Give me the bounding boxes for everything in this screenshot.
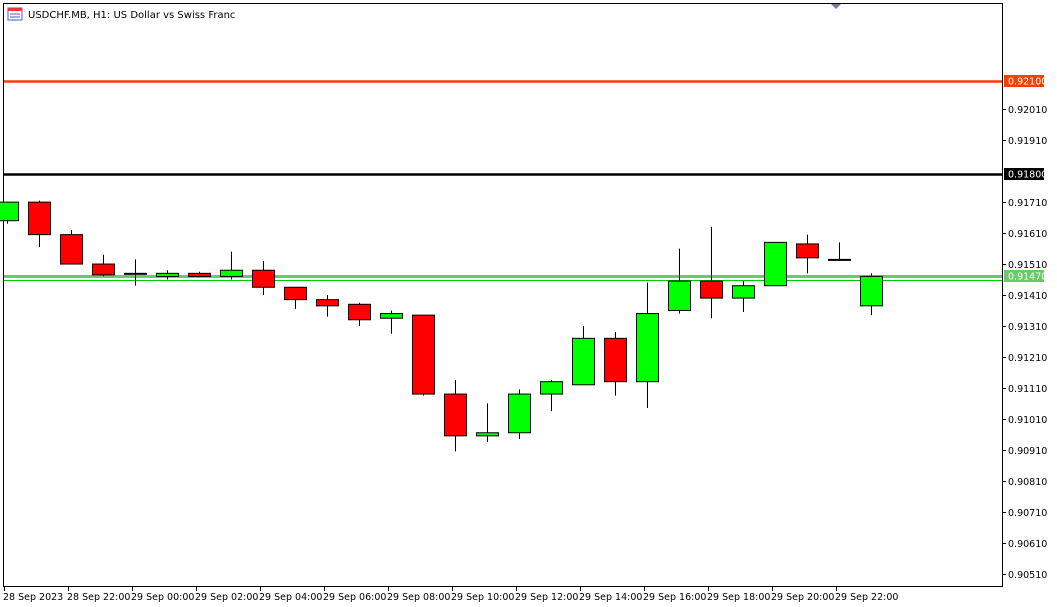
level-price-label: 0.92100 — [1008, 77, 1047, 88]
candle-body-bull — [0, 201, 19, 222]
price-tick-label: 0.91310 — [1008, 322, 1047, 333]
candle-body-bull — [668, 280, 691, 311]
price-tick-label: 0.91910 — [1008, 136, 1047, 147]
chart-window-icon — [7, 7, 23, 21]
candle — [732, 281, 755, 313]
candle — [92, 254, 115, 277]
time-tick-label: 28 Sep 2023 — [3, 592, 63, 603]
candle — [572, 325, 595, 386]
candle-body-bear — [92, 263, 115, 276]
candle — [444, 380, 467, 452]
time-tick-label: 29 Sep 12:00 — [515, 592, 578, 603]
candle-body-bull — [156, 272, 179, 277]
price-tick-label: 0.91710 — [1008, 198, 1047, 209]
candle — [636, 282, 659, 408]
candle — [124, 259, 147, 286]
time-tick-label: 29 Sep 00:00 — [131, 592, 194, 603]
candle — [476, 403, 499, 443]
candle-body-bull — [476, 432, 499, 437]
candle — [188, 271, 211, 277]
level-price-box — [1004, 270, 1044, 282]
candle-body-bull — [732, 285, 755, 299]
candle-body-bear — [412, 314, 435, 395]
time-tick-label: 29 Sep 02:00 — [195, 592, 258, 603]
candle — [764, 241, 787, 287]
price-tick-label: 0.91610 — [1008, 229, 1047, 240]
candle-body-bear — [60, 234, 83, 265]
candle — [60, 229, 83, 265]
time-tick-label: 28 Sep 22:00 — [67, 592, 130, 603]
candle-body-bear — [316, 299, 339, 307]
price-tick-label: 0.90710 — [1008, 508, 1047, 519]
candle — [28, 200, 51, 248]
candle-body-bear — [188, 272, 211, 277]
price-tick-label: 0.90510 — [1008, 570, 1047, 581]
candle — [316, 295, 339, 317]
candle — [220, 251, 243, 280]
time-tick-label: 29 Sep 16:00 — [643, 592, 706, 603]
price-tick-label: 0.91410 — [1008, 291, 1047, 302]
time-tick-label: 29 Sep 18:00 — [707, 592, 770, 603]
candle-body-bear — [700, 280, 723, 299]
candle-body-bull — [828, 258, 851, 261]
candle — [380, 310, 403, 334]
price-axis: 0.90510 0.90610 0.90710 0.90810 0.90910 0.910… — [1002, 75, 1047, 581]
candle-body-bull — [380, 313, 403, 319]
candle-body-bear — [284, 286, 307, 301]
price-tick-label: 0.91110 — [1008, 384, 1047, 395]
candle-body-bull — [764, 241, 787, 287]
candle — [604, 332, 627, 396]
candle-body-bear — [252, 269, 275, 288]
candle — [508, 389, 531, 439]
level-price-box — [1004, 168, 1044, 180]
candle-body-bear — [348, 303, 371, 321]
candle — [700, 226, 723, 319]
candle — [860, 273, 883, 316]
candle-body-bull — [572, 337, 595, 386]
candle — [668, 248, 691, 314]
candle — [252, 260, 275, 295]
price-tick-label: 0.91510 — [1008, 260, 1047, 271]
candle-body-bull — [540, 381, 563, 395]
price-tick-label: 0.92010 — [1008, 105, 1047, 116]
time-axis: 28 Sep 2023 28 Sep 22:00 29 Sep 00:00 29 Se… — [3, 586, 898, 603]
level-price-box — [1004, 75, 1044, 87]
level-price-label: 0.91800 — [1008, 170, 1047, 181]
candle-body-bull — [508, 393, 531, 434]
candle-body-bull — [636, 313, 659, 383]
time-tick-label: 29 Sep 14:00 — [579, 592, 642, 603]
candle — [284, 286, 307, 309]
time-tick-label: 29 Sep 22:00 — [835, 592, 898, 603]
price-tick-label: 0.91010 — [1008, 415, 1047, 426]
candle — [0, 201, 19, 224]
candle — [828, 242, 851, 261]
time-tick-label: 29 Sep 06:00 — [323, 592, 386, 603]
candle-body-bear — [604, 337, 627, 383]
candle-body-bear — [28, 201, 51, 236]
price-tick-label: 0.90910 — [1008, 446, 1047, 457]
candle-body-bear — [444, 393, 467, 437]
level-price-label: 0.91470 — [1008, 272, 1047, 283]
time-tick-label: 29 Sep 04:00 — [259, 592, 322, 603]
candle — [540, 380, 563, 412]
chart-title: USDCHF.MB, H1: US Dollar vs Swiss Franc — [28, 10, 235, 21]
candle-body-bull — [124, 272, 147, 275]
price-tick-label: 0.91210 — [1008, 353, 1047, 364]
time-tick-label: 29 Sep 08:00 — [387, 592, 450, 603]
candle — [412, 314, 435, 396]
candle-body-bull — [220, 269, 243, 277]
candle-body-bear — [796, 243, 819, 259]
candle — [796, 234, 819, 274]
time-tick-label: 29 Sep 20:00 — [771, 592, 834, 603]
price-tick-label: 0.90610 — [1008, 539, 1047, 550]
candles — [0, 200, 883, 452]
candle-body-bull — [860, 275, 883, 307]
candle — [156, 270, 179, 280]
time-tick-label: 29 Sep 10:00 — [451, 592, 514, 603]
candle — [348, 302, 371, 326]
chart-shift-marker-icon[interactable] — [831, 4, 841, 9]
price-tick-label: 0.90810 — [1008, 477, 1047, 488]
